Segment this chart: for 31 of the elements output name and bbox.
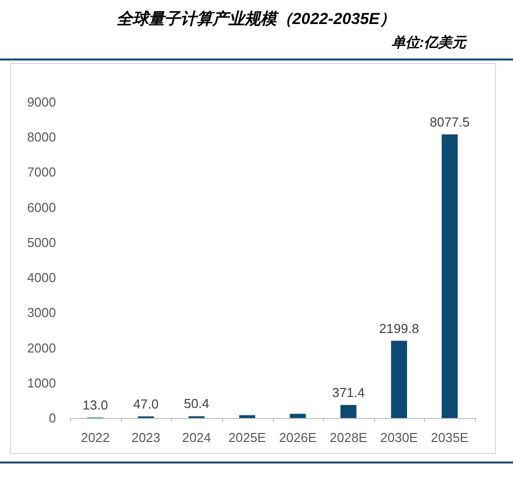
y-tick-label: 4000 <box>27 270 56 286</box>
bar <box>239 415 256 418</box>
chart-subtitle: 单位:亿美元 <box>391 34 468 50</box>
y-tick-label: 7000 <box>27 164 56 180</box>
y-tick-label: 1000 <box>27 375 56 390</box>
y-tick-label: 9000 <box>27 94 56 110</box>
data-label: 371.4 <box>332 384 365 400</box>
data-label: 13.0 <box>82 398 108 413</box>
y-tick-label: 5000 <box>27 234 56 250</box>
y-tick-label: 6000 <box>27 200 56 215</box>
bar <box>442 134 458 418</box>
bar <box>391 340 408 418</box>
bar <box>290 414 306 418</box>
y-tick-label: 2000 <box>27 340 56 356</box>
x-tick-label: 2035E <box>430 430 469 445</box>
data-label: 47.0 <box>133 396 159 412</box>
y-tick-label: 8000 <box>27 130 56 145</box>
chart-title: 全球量子计算产业规模（2022-2035E） <box>116 10 396 28</box>
y-tick-label: 0 <box>48 410 56 426</box>
data-label: 2199.8 <box>379 320 419 336</box>
x-tick-label: 2026E <box>279 430 317 445</box>
data-label: 50.4 <box>184 396 210 412</box>
x-tick-label: 2025E <box>228 430 266 445</box>
bar <box>340 404 356 418</box>
x-tick-label: 2022 <box>80 430 110 445</box>
x-tick-label: 2028E <box>330 430 368 445</box>
x-tick-label: 2024 <box>182 430 212 445</box>
y-tick-label: 3000 <box>27 305 56 320</box>
data-label: 8077.5 <box>430 114 470 130</box>
x-tick-label: 2030E <box>380 430 418 445</box>
x-tick-label: 2023 <box>131 430 160 445</box>
